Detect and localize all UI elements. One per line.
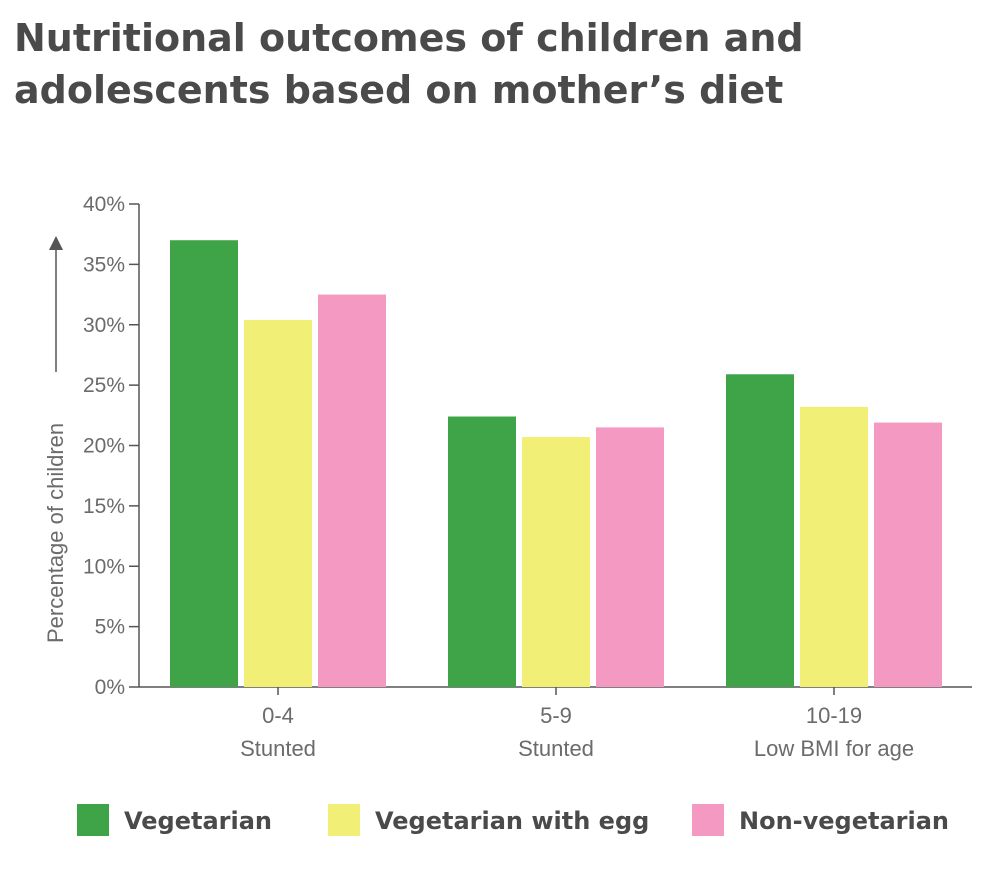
legend-swatch — [77, 804, 109, 836]
chart-title: Nutritional outcomes of children and ado… — [14, 16, 804, 112]
y-tick-label: 30% — [83, 314, 125, 337]
bar-vegetarian-1 — [448, 416, 516, 687]
bar-vegetarian-with-egg-0 — [244, 319, 312, 687]
legend-label: Vegetarian with egg — [375, 807, 649, 835]
bar-vegetarian-with-egg-2 — [800, 406, 868, 687]
legend-label: Vegetarian — [124, 807, 272, 835]
bar-non-vegetarian-2 — [874, 422, 942, 687]
x-category-label-line1: 0-4 — [262, 703, 294, 728]
y-tick-label: 10% — [83, 555, 125, 578]
up-arrow-icon — [49, 236, 63, 250]
x-category-label-line2: Stunted — [518, 736, 594, 761]
bar-vegetarian-with-egg-1 — [522, 437, 590, 687]
y-tick-label: 20% — [83, 435, 125, 458]
bar-vegetarian-2 — [726, 374, 794, 687]
y-tick-label: 35% — [83, 253, 125, 276]
y-axis-label: Percentage of children — [43, 423, 68, 643]
y-tick-label: 0% — [95, 676, 125, 699]
x-category-label-line2: Low BMI for age — [754, 736, 914, 761]
legend-swatch — [692, 804, 724, 836]
legend-label: Non-vegetarian — [739, 807, 949, 835]
bar-non-vegetarian-0 — [318, 294, 386, 687]
x-category-label-line2: Stunted — [240, 736, 316, 761]
y-tick-label: 40% — [83, 193, 125, 216]
bar-non-vegetarian-1 — [596, 427, 664, 687]
x-category-label-line1: 10-19 — [806, 703, 862, 728]
x-category-label-line1: 5-9 — [540, 703, 572, 728]
legend-swatch — [328, 804, 360, 836]
y-tick-label: 15% — [83, 495, 125, 518]
bar-vegetarian-0 — [170, 240, 238, 687]
y-tick-label: 5% — [95, 616, 125, 639]
y-tick-label: 25% — [83, 374, 125, 397]
